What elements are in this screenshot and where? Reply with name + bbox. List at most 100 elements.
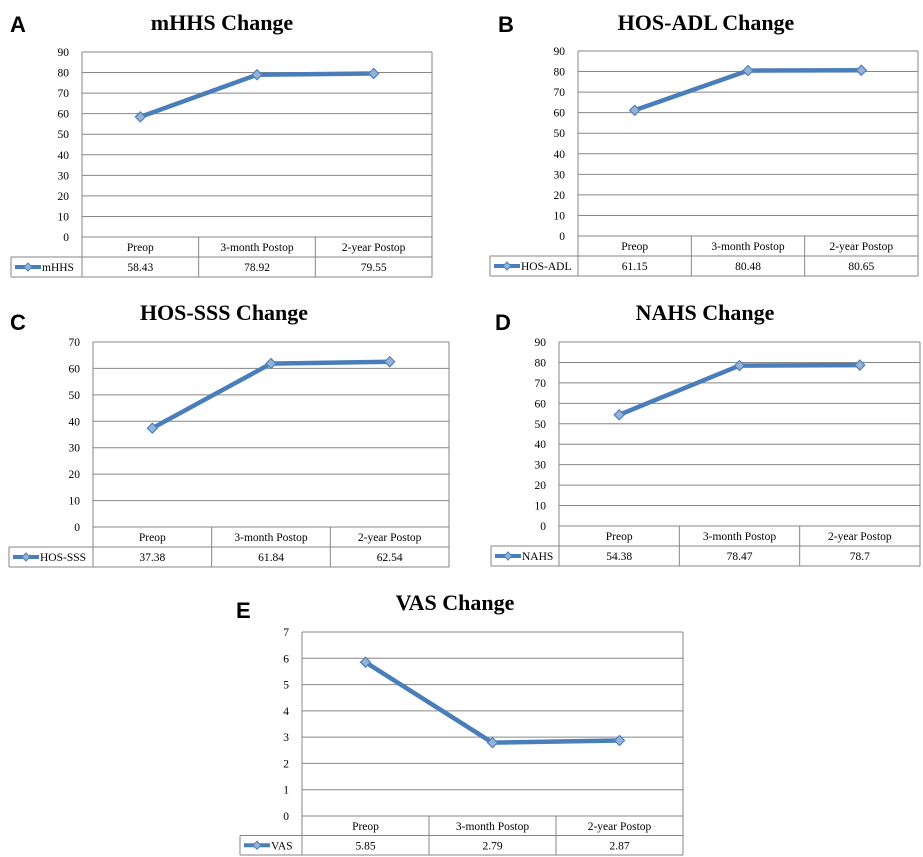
data-table-value: 61.84 [258, 552, 284, 564]
data-table-value: 61.15 [622, 261, 648, 273]
x-category-label: 3-month Postop [220, 242, 293, 254]
data-point-marker [146, 422, 159, 435]
y-tick-label: 60 [535, 398, 547, 410]
data-table-value: 79.55 [361, 262, 387, 274]
chart-panel-d: D NAHS Change 0 10 20 30 40 50 60 70 80 90 Preop 3-mo… [490, 300, 921, 567]
data-point-marker [733, 359, 746, 372]
y-tick-label: 10 [58, 211, 70, 223]
legend-series-name: VAS [271, 840, 293, 852]
data-table-value: 78.7 [850, 551, 870, 563]
legend-series-name: NAHS [522, 551, 553, 563]
panel-letter: B [498, 12, 514, 37]
y-tick-label: 3 [283, 732, 289, 744]
x-category-label: Preop [352, 821, 379, 833]
x-category-label: 2-year Postop [588, 821, 652, 833]
chart-title: HOS-SSS Change [140, 300, 308, 325]
data-table-value: 80.65 [848, 261, 874, 273]
data-point-marker [613, 408, 626, 421]
y-tick-label: 0 [559, 231, 565, 243]
data-point-marker [359, 656, 372, 669]
y-tick-label: 20 [58, 191, 70, 203]
y-tick-label: 40 [58, 150, 70, 162]
legend-marker [252, 840, 262, 850]
y-tick-label: 60 [58, 109, 70, 121]
y-tick-label: 30 [554, 169, 566, 181]
y-tick-label: 5 [283, 680, 289, 692]
x-category-label: 2-year Postop [830, 241, 894, 253]
y-tick-label: 30 [535, 460, 547, 472]
panel-letter: D [495, 310, 511, 335]
chart-panel-b: B HOS-ADL Change 0 10 20 30 40 50 60 70 80 90 Preop 3… [489, 10, 919, 277]
y-tick-label: 70 [535, 378, 547, 390]
y-tick-label: 7 [283, 627, 289, 639]
legend-marker [23, 262, 33, 272]
y-tick-label: 0 [283, 811, 289, 823]
y-tick-label: 40 [69, 416, 81, 428]
chart-title: mHHS Change [151, 10, 294, 35]
y-tick-label: 10 [554, 210, 566, 222]
x-category-label: Preop [139, 532, 166, 544]
data-table-value: 78.92 [244, 262, 270, 274]
y-tick-label: 0 [74, 522, 80, 534]
series-line [618, 362, 860, 417]
data-table-value: 54.38 [606, 551, 632, 563]
data-point-marker [742, 64, 754, 77]
data-table-value: 2.79 [482, 840, 502, 852]
y-tick-label: 60 [69, 363, 81, 375]
x-category-label: 2-year Postop [358, 532, 422, 544]
x-category-label: 2-year Postop [342, 242, 406, 254]
y-tick-label: 50 [58, 129, 70, 141]
y-tick-label: 20 [69, 469, 81, 481]
data-point-marker [367, 67, 380, 80]
y-tick-label: 80 [58, 68, 70, 80]
y-tick-label: 1 [283, 785, 289, 797]
data-point-marker [486, 736, 499, 749]
y-tick-label: 4 [283, 706, 289, 718]
y-tick-label: 30 [69, 443, 81, 455]
data-point-marker [853, 359, 866, 371]
data-table-value: 78.47 [727, 551, 753, 563]
legend-series-name: HOS-SSS [40, 552, 86, 564]
chart-title: HOS-ADL Change [618, 10, 795, 35]
data-table-value: 2.87 [609, 840, 629, 852]
y-tick-label: 50 [554, 128, 566, 140]
y-tick-label: 50 [69, 390, 81, 402]
x-category-label: 3-month Postop [234, 532, 307, 544]
y-tick-label: 2 [283, 758, 289, 770]
chart-title: VAS Change [396, 590, 515, 615]
y-tick-label: 6 [283, 653, 289, 665]
data-point-marker [251, 68, 263, 81]
x-category-label: Preop [606, 531, 633, 543]
x-category-label: Preop [127, 242, 154, 254]
legend-series-name: HOS-ADL [521, 261, 571, 273]
panel-letter: A [10, 12, 26, 37]
y-tick-label: 80 [535, 357, 547, 369]
panel-letter: E [236, 598, 251, 623]
data-point-marker [613, 734, 626, 747]
series-line [364, 660, 620, 745]
y-tick-label: 90 [535, 337, 547, 349]
data-table-value: 62.54 [377, 552, 403, 564]
x-category-label: 2-year Postop [828, 531, 892, 543]
chart-panel-e: E VAS Change 0 1 2 3 4 5 6 7 Preop 3-month Postop 2-… [236, 590, 684, 856]
y-tick-label: 70 [554, 87, 566, 99]
data-point-marker [134, 111, 147, 123]
y-tick-label: 40 [554, 149, 566, 161]
panel-letter: C [10, 310, 26, 335]
y-tick-label: 30 [58, 170, 70, 182]
y-tick-label: 0 [63, 232, 69, 244]
y-tick-label: 20 [535, 480, 547, 492]
legend-marker [21, 552, 31, 562]
legend-marker [502, 261, 512, 271]
y-tick-label: 90 [58, 47, 70, 59]
y-tick-label: 80 [554, 67, 566, 79]
y-tick-label: 50 [535, 419, 547, 431]
data-point-marker [628, 104, 641, 117]
y-tick-label: 90 [554, 46, 566, 58]
y-tick-label: 70 [69, 337, 81, 349]
chart-panel-c: C HOS-SSS Change 0 10 20 30 40 50 60 70 Preop 3-mon… [8, 300, 450, 568]
data-point-marker [265, 357, 277, 370]
x-category-label: Preop [621, 241, 648, 253]
